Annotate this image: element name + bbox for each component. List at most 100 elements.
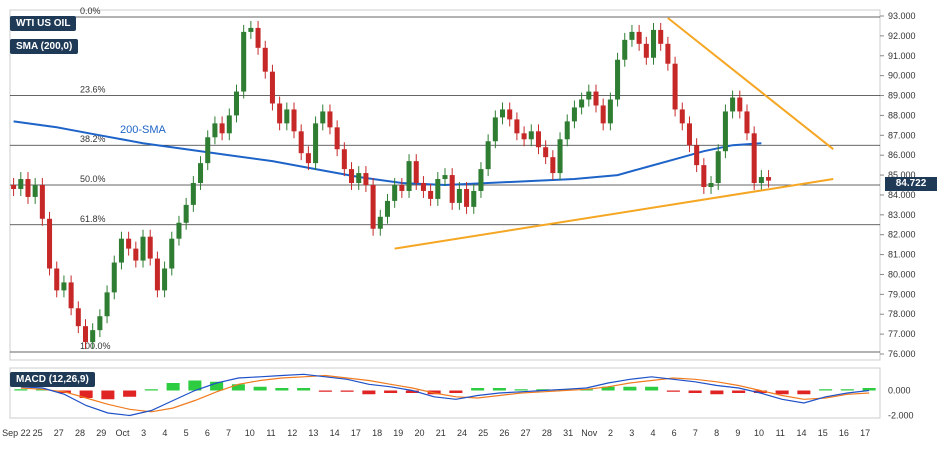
price-tick-label: 84.000	[888, 190, 916, 200]
candle-body	[485, 141, 491, 170]
candle-body	[248, 27, 254, 32]
candle-body	[133, 248, 139, 261]
candle-body	[665, 43, 671, 64]
time-tick-label: 31	[563, 428, 573, 438]
macd-hist-bar	[188, 380, 202, 391]
candle-body	[255, 27, 261, 48]
candle-body	[636, 31, 642, 44]
trendline	[667, 17, 834, 150]
candle-body	[384, 200, 390, 217]
macd-hist-bar	[14, 389, 28, 391]
candle-body	[118, 238, 124, 263]
candle-body	[694, 145, 700, 166]
candle-body	[104, 292, 110, 317]
time-tick-label: 11	[776, 428, 785, 438]
candle-body	[61, 282, 67, 291]
macd-legend[interactable]: MACD (12,26,9)	[10, 372, 95, 387]
fib-label: 61.8%	[80, 214, 106, 224]
candle-body	[154, 258, 160, 291]
candle-body	[169, 238, 175, 269]
candle-body	[176, 222, 182, 239]
symbol-legend[interactable]: WTI US OIL	[10, 16, 77, 31]
time-tick-label: 27	[54, 428, 64, 438]
macd-hist-bar	[819, 389, 833, 391]
candle-body	[514, 119, 520, 134]
macd-hist-bar	[427, 390, 441, 395]
candle-body	[492, 117, 498, 142]
candles	[11, 20, 772, 350]
candle-body	[241, 31, 247, 92]
candle-body	[190, 183, 196, 205]
time-tick-label: 9	[735, 428, 740, 438]
time-tick-label: 21	[436, 428, 446, 438]
fib-label: 38.2%	[80, 134, 106, 144]
candle-body	[313, 123, 319, 164]
time-tick-label: 2	[608, 428, 613, 438]
time-tick-label: 28	[542, 428, 552, 438]
candle-body	[456, 188, 462, 203]
price-tick-label: 80.000	[888, 269, 916, 279]
candle-body	[39, 185, 45, 219]
macd-hist-bar	[449, 390, 463, 393]
candle-body	[543, 147, 549, 158]
time-tick-label: 3	[629, 428, 634, 438]
price-tick-label: 90.000	[888, 71, 916, 81]
macd-hist-bar	[340, 390, 354, 392]
time-tick-label: 24	[457, 428, 467, 438]
candle-body	[500, 109, 506, 118]
time-tick-label: 15	[818, 428, 828, 438]
candle-body	[730, 97, 736, 112]
price-tick-label: 81.000	[888, 250, 916, 260]
macd-hist-bar	[666, 390, 680, 392]
candle-body	[47, 218, 53, 269]
candle-body	[428, 190, 434, 199]
candle-body	[442, 175, 448, 180]
candle-body	[679, 109, 685, 124]
macd-hist-bar	[318, 390, 332, 392]
candle-body	[90, 330, 96, 343]
macd-hist-bar	[840, 389, 854, 391]
candle-body	[284, 109, 290, 124]
time-tick-label: 3	[141, 428, 146, 438]
fib-label: 50.0%	[80, 174, 106, 184]
candle-body	[658, 29, 664, 44]
candle-body	[686, 123, 692, 146]
price-tick-label: 79.000	[888, 289, 916, 299]
candle-body	[722, 111, 728, 152]
macd-hist-bar	[166, 383, 180, 391]
candle-body	[557, 139, 563, 174]
candle-body	[528, 131, 534, 140]
candle-body	[162, 268, 168, 291]
time-tick-label: 18	[372, 428, 382, 438]
macd-hist-bar	[471, 388, 485, 391]
macd-frame	[9, 367, 881, 419]
time-axis: Sep 22 25 27 28 29 Oct 3 4 5 6 7 10 11 12 13 14 17 18 19 20…	[2, 428, 870, 438]
macd-tick-label: 0.000	[888, 386, 911, 396]
candle-body	[744, 111, 750, 134]
candle-body	[449, 175, 455, 203]
time-tick-label: 8	[714, 428, 719, 438]
time-tick-label: 25	[478, 428, 488, 438]
candle-body	[622, 39, 628, 60]
time-tick-label: 12	[287, 428, 297, 438]
candle-body	[298, 131, 304, 154]
time-tick-label: 20	[415, 428, 425, 438]
candle-body	[32, 185, 38, 197]
macd-hist-bar	[210, 381, 224, 391]
macd-hist-bar	[231, 384, 245, 391]
fib-label: 100.0%	[80, 341, 111, 351]
sma-inline-label: 200-SMA	[120, 124, 166, 136]
time-tick-label: 17	[351, 428, 361, 438]
time-tick-label: Sep 22	[2, 428, 31, 438]
candle-body	[54, 268, 60, 291]
sma-legend[interactable]: SMA (200,0)	[10, 39, 79, 54]
time-tick-label: 16	[839, 428, 849, 438]
candle-body	[600, 105, 606, 124]
candle-body	[571, 107, 577, 122]
price-tick-label: 93.000	[888, 11, 916, 21]
macd-hist-bar	[536, 389, 550, 391]
time-tick-label: Oct	[115, 428, 130, 438]
candle-body	[262, 47, 268, 72]
